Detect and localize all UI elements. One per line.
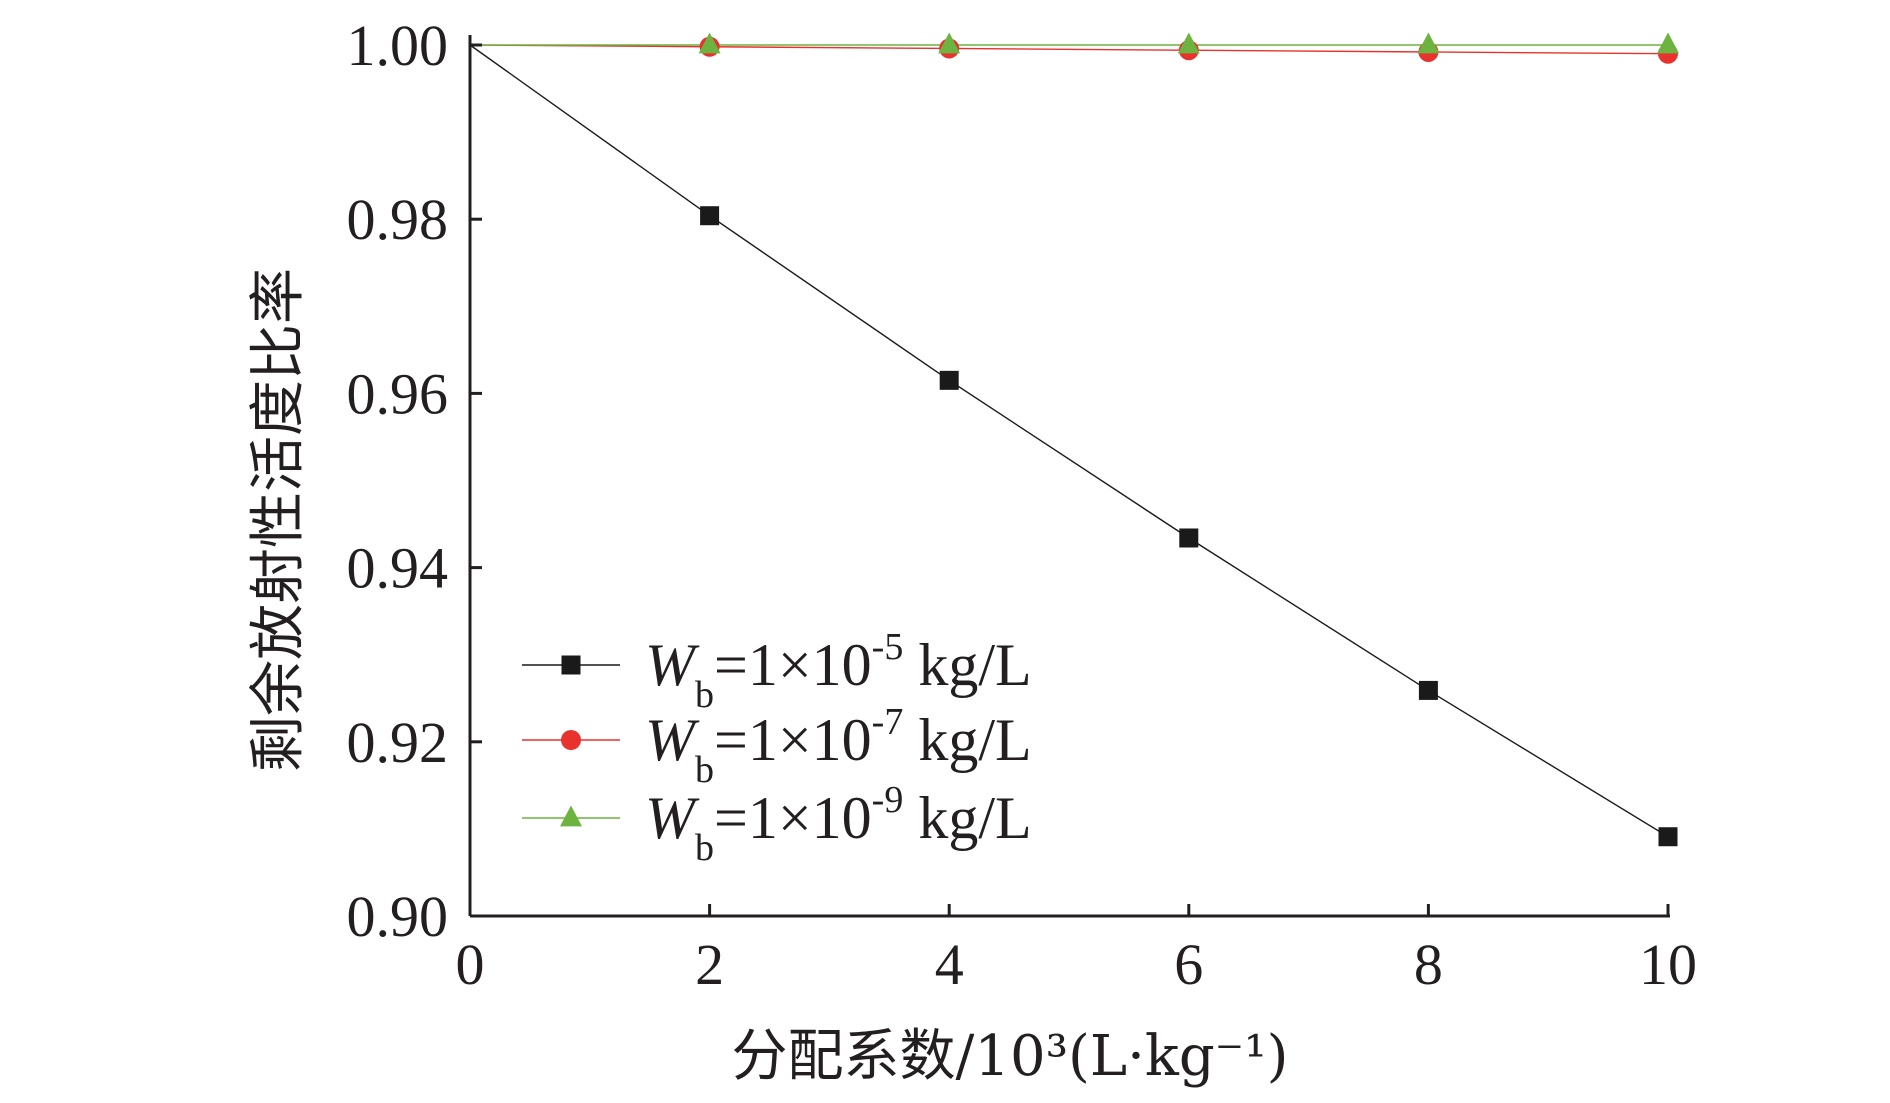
- x-tick-label: 4: [935, 932, 964, 997]
- data-point-1: [939, 370, 959, 390]
- data-point-3: [938, 32, 961, 54]
- data-point-1: [700, 206, 720, 226]
- x-tick-label: 0: [456, 932, 485, 997]
- data-point-3: [1657, 32, 1679, 54]
- x-tick-label: 10: [1639, 932, 1697, 997]
- data-point-3: [698, 32, 721, 54]
- series-line-1: [469, 44, 1669, 838]
- y-tick-label: 0.94: [347, 536, 449, 601]
- y-tick-label: 0.90: [347, 884, 449, 949]
- legend-marker: [561, 655, 581, 675]
- y-axis-title: 剩余放射性活度比率: [246, 268, 311, 772]
- axes: [468, 35, 1670, 918]
- legend-label: Wb=1×10-7 kg/L: [645, 701, 1032, 791]
- data-point-3: [1177, 32, 1200, 54]
- x-axis-title: 分配系数/10³(L·kg⁻¹): [731, 1024, 1288, 1089]
- legend-item-2: Wb=1×10-7 kg/L: [522, 701, 1032, 791]
- legend-item-3: Wb=1×10-9 kg/L: [522, 779, 1032, 869]
- data-point-1: [1179, 528, 1199, 548]
- y-tick-label: 0.98: [347, 187, 449, 252]
- data-point-3: [1417, 32, 1440, 54]
- series-line-2: [469, 44, 1669, 55]
- y-tick-label: 0.96: [347, 361, 449, 426]
- x-tick-label: 6: [1174, 932, 1203, 997]
- legend: Wb=1×10-5 kg/LWb=1×10-7 kg/LWb=1×10-9 kg…: [522, 626, 1032, 869]
- data-point-1: [1658, 827, 1678, 847]
- legend-marker: [560, 805, 582, 827]
- legend-label: Wb=1×10-5 kg/L: [645, 626, 1032, 716]
- y-tick-label: 1.00: [347, 13, 449, 78]
- y-tick-label: 0.92: [347, 710, 449, 775]
- series-markers: [698, 32, 1679, 847]
- legend-marker: [561, 730, 581, 750]
- legend-item-1: Wb=1×10-5 kg/L: [522, 626, 1032, 716]
- x-tick-label: 2: [695, 932, 724, 997]
- axis-ticks: 0 2 4 6 8 10 0.90 0.92 0.94 0.96 0.98 1.00: [347, 13, 1698, 997]
- data-point-1: [1418, 680, 1438, 700]
- legend-label: Wb=1×10-9 kg/L: [645, 779, 1032, 869]
- x-tick-label: 8: [1414, 932, 1443, 997]
- series-lines: [469, 44, 1669, 838]
